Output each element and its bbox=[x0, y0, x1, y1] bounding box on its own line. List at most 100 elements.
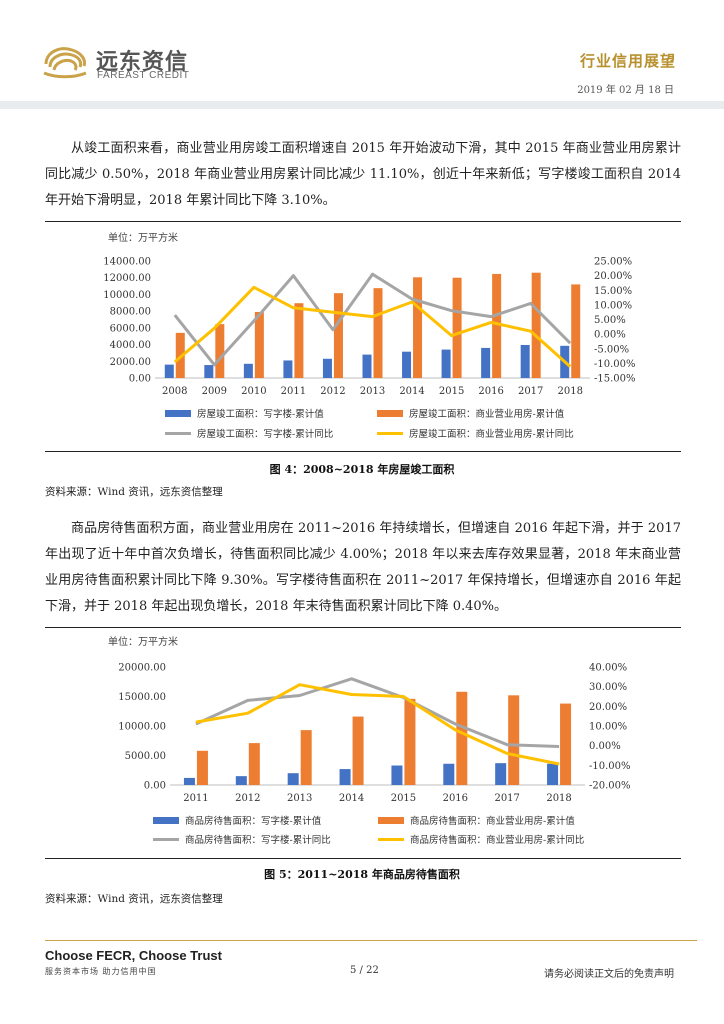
page-number: 5 / 22 bbox=[350, 965, 379, 976]
x-tick-label: 2011 bbox=[281, 386, 306, 397]
x-tick-label: 2008 bbox=[162, 386, 187, 397]
legend-label: 房屋竣工面积：写字楼-累计同比 bbox=[197, 428, 333, 440]
paragraph-unsold-area: 商品房待售面积方面，商业营业用房在 2011~2016 年持续增长，但增速自 2… bbox=[45, 521, 681, 614]
y-right-tick-label: 30.00% bbox=[589, 682, 627, 693]
y-right-tick-label: 10.00% bbox=[589, 722, 627, 733]
figure5-source: 资料来源：Wind 资讯，远东资信整理 bbox=[45, 893, 223, 905]
bar-commercial bbox=[456, 691, 468, 785]
bar-office bbox=[183, 777, 195, 785]
bar-office bbox=[520, 344, 530, 378]
y-right-tick-label: 40.00% bbox=[589, 663, 627, 674]
x-tick-label: 2012 bbox=[235, 793, 260, 804]
y-right-tick-label: -10.00% bbox=[594, 359, 636, 370]
y-left-tick-label: 12000.00 bbox=[103, 273, 151, 284]
bar-commercial bbox=[294, 303, 304, 378]
unit-label: 单位：万平方米 bbox=[108, 635, 178, 648]
bar-office bbox=[243, 363, 253, 378]
x-tick-label: 2011 bbox=[183, 793, 208, 804]
y-right-tick-label: 0.00% bbox=[594, 330, 626, 341]
bar-commercial bbox=[373, 288, 383, 378]
bar-commercial bbox=[196, 750, 208, 785]
figure5-top-rule bbox=[45, 627, 681, 628]
figure4-caption: 图 4：2008~2018 年房屋竣工面积 bbox=[269, 463, 455, 476]
footer-gold-rule bbox=[45, 940, 697, 941]
bar-office bbox=[495, 763, 507, 785]
y-left-tick-label: 6000.00 bbox=[110, 323, 151, 334]
paragraph-completion-area: 从竣工面积来看，商业营业用房竣工面积增速自 2015 年开始波动下滑，其中 20… bbox=[45, 141, 681, 208]
figure5-bottom-rule bbox=[45, 858, 681, 859]
y-right-tick-label: 10.00% bbox=[594, 300, 632, 311]
y-right-tick-label: -15.00% bbox=[594, 374, 636, 385]
fareast-logo-icon bbox=[43, 47, 87, 79]
x-tick-label: 2015 bbox=[439, 386, 464, 397]
completion-area-chart: 单位：万平方米 0.00 2000.00 4000.00 6000.00 8000.00 1… bbox=[103, 231, 636, 440]
logo-english-name: FAREAST CREDIT bbox=[97, 70, 190, 81]
x-tick-label: 2013 bbox=[287, 793, 312, 804]
y-left-tick-label: 0.00 bbox=[129, 374, 151, 385]
y-left-tick-label: 0.00 bbox=[144, 781, 166, 792]
bar-office bbox=[283, 360, 293, 378]
x-tick-label: 2014 bbox=[399, 386, 424, 397]
bar-office bbox=[441, 349, 451, 378]
footer-slogan: Choose FECR, Choose Trust bbox=[45, 948, 222, 963]
unit-label: 单位：万平方米 bbox=[108, 231, 178, 244]
y-left-tick-label: 14000.00 bbox=[103, 257, 151, 268]
legend-swatch bbox=[377, 410, 403, 417]
bar-office bbox=[402, 351, 412, 378]
footer-disclaimer: 请务必阅读正文后的免责声明 bbox=[544, 969, 674, 980]
figure4-source: 资料来源：Wind 资讯，远东资信整理 bbox=[45, 486, 223, 498]
legend-label: 商品房待售面积：写字楼-累计值 bbox=[185, 815, 322, 827]
series-line-commercial bbox=[195, 683, 560, 766]
unsold-area-chart: 单位：万平方米 0.00 5000.00 10000.00 15000.00 20000.… bbox=[108, 635, 631, 846]
y-left-tick-label: 8000.00 bbox=[110, 307, 151, 318]
y-left-tick-label: 10000.00 bbox=[103, 290, 151, 301]
bar-office bbox=[339, 769, 351, 785]
series-line-office bbox=[195, 677, 560, 748]
y-right-tick-label: 0.00% bbox=[589, 741, 621, 752]
bar-office bbox=[391, 765, 403, 785]
x-tick-label: 2009 bbox=[202, 386, 227, 397]
legend-label: 商品房待售面积：写字楼-累计同比 bbox=[185, 834, 331, 846]
y-left-tick-label: 2000.00 bbox=[110, 357, 151, 368]
x-tick-label: 2012 bbox=[320, 386, 345, 397]
x-tick-label: 2017 bbox=[494, 793, 519, 804]
bar-commercial bbox=[215, 324, 225, 378]
bar-office bbox=[287, 773, 299, 785]
x-tick-label: 2017 bbox=[518, 386, 543, 397]
x-tick-label: 2018 bbox=[546, 793, 571, 804]
bar-commercial bbox=[254, 311, 264, 378]
y-right-tick-label: 5.00% bbox=[594, 315, 626, 326]
legend-swatch bbox=[378, 817, 404, 824]
y-left-tick-label: 4000.00 bbox=[110, 340, 151, 351]
bar-office bbox=[547, 763, 559, 785]
bar-commercial bbox=[300, 730, 312, 785]
y-right-tick-label: 15.00% bbox=[594, 286, 632, 297]
bar-commercial bbox=[413, 277, 423, 378]
y-right-tick-label: 20.00% bbox=[594, 271, 632, 282]
logo-chinese-name: 远东资信 bbox=[96, 50, 189, 75]
x-tick-label: 2016 bbox=[478, 386, 503, 397]
legend-swatch bbox=[165, 410, 191, 417]
bar-office bbox=[322, 358, 332, 378]
report-date: 2019 年 02 月 18 日 bbox=[577, 85, 674, 96]
bar-commercial bbox=[492, 273, 502, 378]
y-left-tick-label: 15000.00 bbox=[118, 692, 166, 703]
bar-office bbox=[362, 354, 372, 378]
legend-label: 房屋竣工面积：写字楼-累计值 bbox=[197, 408, 324, 420]
bar-office bbox=[164, 364, 174, 378]
y-right-tick-label: -10.00% bbox=[589, 761, 631, 772]
figure4-bottom-rule bbox=[45, 451, 681, 452]
bar-office bbox=[443, 763, 455, 785]
bar-commercial bbox=[452, 277, 462, 378]
bar-office bbox=[235, 776, 247, 785]
bar-commercial bbox=[352, 716, 364, 785]
bar-commercial bbox=[560, 703, 572, 785]
x-tick-label: 2015 bbox=[391, 793, 416, 804]
report-category-title: 行业信用展望 bbox=[579, 52, 676, 70]
y-left-tick-label: 20000.00 bbox=[118, 663, 166, 674]
bar-commercial bbox=[248, 743, 260, 785]
bar-commercial bbox=[571, 284, 581, 378]
y-right-tick-label: -20.00% bbox=[589, 781, 631, 792]
series-line-office bbox=[173, 272, 572, 367]
bar-office bbox=[481, 347, 491, 378]
